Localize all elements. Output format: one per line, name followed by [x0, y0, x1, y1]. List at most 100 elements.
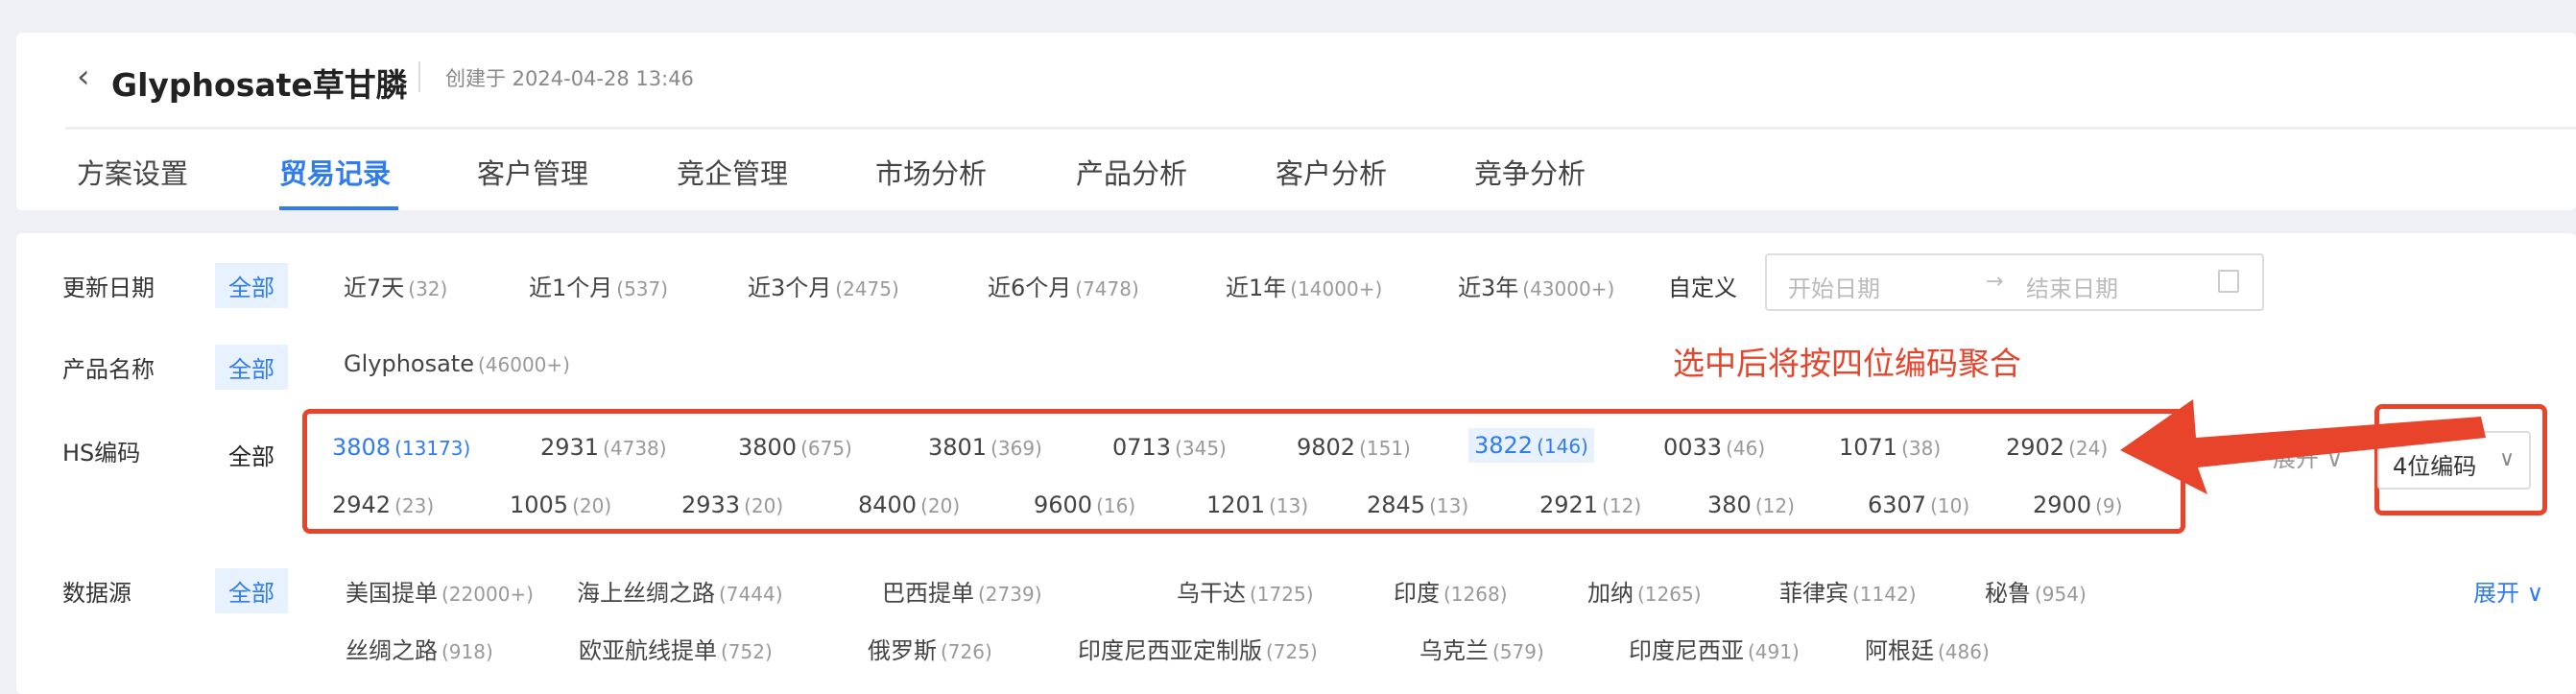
filter-all-date[interactable]: 全部 [215, 263, 288, 308]
option-label: 海上丝绸之路 [577, 580, 715, 607]
filter-option-source[interactable]: 丝绸之路 (918) [346, 632, 493, 665]
filter-option-source[interactable]: 巴西提单 (2739) [882, 574, 1042, 608]
option-label: 近3个月 [748, 275, 832, 301]
filter-option-hs[interactable]: 2921 (12) [1539, 491, 1641, 518]
filter-option-hs[interactable]: 6307 (10) [1868, 491, 1969, 518]
option-label: 美国提单 [346, 580, 438, 607]
filter-label-date: 更新日期 [62, 275, 155, 301]
filter-option-hs[interactable]: 0033 (46) [1663, 434, 1765, 461]
option-count: (46) [1726, 437, 1766, 460]
chevron-down-icon: ∨ [2499, 447, 2516, 471]
filter-option-hs[interactable]: 3801 (369) [928, 434, 1042, 461]
option-label: 9600 [1034, 491, 1093, 518]
filter-option-source[interactable]: 秘鲁 (954) [1985, 574, 2087, 608]
filter-option-source[interactable]: 欧亚航线提单 (752) [579, 632, 773, 665]
option-count: (4738) [603, 437, 667, 460]
filter-option-source[interactable]: 印度尼西亚定制版 (725) [1078, 632, 1318, 665]
tab-4[interactable]: 市场分析 [875, 157, 988, 190]
filter-option-hs[interactable]: 2942 (23) [332, 491, 434, 518]
filter-all-source[interactable]: 全部 [215, 568, 288, 613]
filter-label-product: 产品名称 [62, 356, 155, 383]
filter-option-source[interactable]: 印度 (1268) [1394, 574, 1508, 608]
filter-option-hs[interactable]: 9802 (151) [1297, 434, 1411, 461]
filter-option-product[interactable]: Glyphosate (46000+) [344, 350, 570, 377]
option-label: 3800 [738, 434, 798, 461]
calendar-icon[interactable] [2218, 270, 2239, 293]
tab-5[interactable]: 产品分析 [1076, 157, 1188, 190]
tab-7[interactable]: 竞争分析 [1474, 157, 1586, 190]
filter-option-source[interactable]: 菲律宾 (1142) [1779, 574, 1917, 608]
arrow-shape [2120, 399, 2486, 494]
option-count: (726) [941, 640, 992, 663]
filter-option-hs[interactable]: 9600 (16) [1034, 491, 1135, 518]
tab-2[interactable]: 客户管理 [477, 157, 589, 190]
filter-option-hs[interactable]: 380 (12) [1707, 491, 1795, 518]
tab-1[interactable]: 贸易记录 [279, 157, 392, 190]
filter-option-hs[interactable]: 2900 (9) [2033, 491, 2122, 518]
filter-option-source[interactable]: 海上丝绸之路 (7444) [577, 574, 783, 608]
option-label: 0033 [1663, 434, 1723, 461]
filter-all-hs[interactable]: 全部 [228, 443, 274, 470]
option-count: (1725) [1250, 583, 1314, 606]
option-count: (1268) [1443, 583, 1508, 606]
filter-option-source[interactable]: 乌克兰 (579) [1419, 632, 1544, 665]
filter-option-hs[interactable]: 2933 (20) [681, 491, 783, 518]
filter-option-source[interactable]: 乌干达 (1725) [1177, 574, 1314, 608]
start-date-input[interactable]: 开始日期 [1788, 275, 1880, 302]
filter-option-hs[interactable]: 2931 (4738) [540, 434, 667, 461]
filter-option-source[interactable]: 加纳 (1265) [1587, 574, 1702, 608]
filter-option-hs[interactable]: 0713 (345) [1112, 434, 1227, 461]
tab-0[interactable]: 方案设置 [77, 157, 189, 190]
filter-option-source[interactable]: 美国提单 (22000+) [346, 574, 534, 608]
option-count: (7478) [1075, 277, 1139, 300]
source-expand-button[interactable]: 展开 ∨ [2473, 580, 2544, 607]
custom-date-label[interactable]: 自定义 [1668, 275, 1737, 301]
filter-option-hs[interactable]: 3808 (13173) [332, 434, 470, 461]
option-label: 欧亚航线提单 [579, 637, 717, 664]
filter-option-hs[interactable]: 1201 (13) [1206, 491, 1308, 518]
option-count: (10) [1930, 494, 1970, 517]
filter-option-date[interactable]: 近3个月 (2475) [748, 269, 899, 302]
option-label: 9802 [1297, 434, 1356, 461]
filter-option-hs[interactable]: 2845 (13) [1367, 491, 1468, 518]
filter-option-hs[interactable]: 3800 (675) [738, 434, 852, 461]
tab-6[interactable]: 客户分析 [1276, 157, 1388, 190]
option-label: 3801 [928, 434, 988, 461]
option-label: 2845 [1367, 491, 1426, 518]
date-range-input[interactable]: 开始日期 → 结束日期 [1765, 253, 2264, 311]
option-label: 2942 [332, 491, 392, 518]
option-count: (13) [1269, 494, 1309, 517]
option-count: (369) [990, 437, 1042, 460]
tab-3[interactable]: 竞企管理 [677, 157, 789, 190]
option-label: 3808 [332, 434, 392, 461]
filter-option-date[interactable]: 近6个月 (7478) [988, 269, 1139, 302]
filter-option-date[interactable]: 近1个月 (537) [529, 269, 668, 302]
option-label: 1071 [1839, 434, 1898, 461]
filter-option-hs[interactable]: 8400 (20) [858, 491, 960, 518]
filter-option-hs[interactable]: 1071 (38) [1839, 434, 1941, 461]
filter-option-source[interactable]: 印度尼西亚 (491) [1629, 632, 1800, 665]
filter-label-hs: HS编码 [62, 440, 141, 467]
option-label: 2931 [540, 434, 600, 461]
filter-option-hs[interactable]: 1005 (20) [510, 491, 611, 518]
option-label: 2921 [1539, 491, 1599, 518]
option-count: (675) [800, 437, 852, 460]
filter-option-date[interactable]: 近7天 (32) [344, 269, 447, 302]
filter-option-date[interactable]: 近3年 (43000+) [1458, 269, 1614, 302]
filter-option-date[interactable]: 近1年 (14000+) [1226, 269, 1382, 302]
chevron-left-icon[interactable]: ‹ [77, 58, 90, 96]
option-label: 印度尼西亚 [1629, 637, 1744, 664]
filter-option-hs[interactable]: 2902 (24) [2006, 434, 2108, 461]
filter-option-hs[interactable]: 3822 (146) [1468, 428, 1594, 463]
filter-option-source[interactable]: 阿根廷 (486) [1865, 632, 1990, 665]
arrow-right-icon: → [1986, 270, 2004, 294]
end-date-input[interactable]: 结束日期 [2026, 275, 2118, 302]
option-count: (32) [408, 277, 448, 300]
filter-all-product[interactable]: 全部 [215, 345, 288, 390]
filter-option-source[interactable]: 俄罗斯 (726) [868, 632, 992, 665]
option-label: 2900 [2033, 491, 2092, 518]
option-label: 近3年 [1458, 275, 1519, 301]
option-count: (16) [1096, 494, 1136, 517]
option-count: (20) [572, 494, 612, 517]
option-label: 3822 [1474, 432, 1534, 459]
